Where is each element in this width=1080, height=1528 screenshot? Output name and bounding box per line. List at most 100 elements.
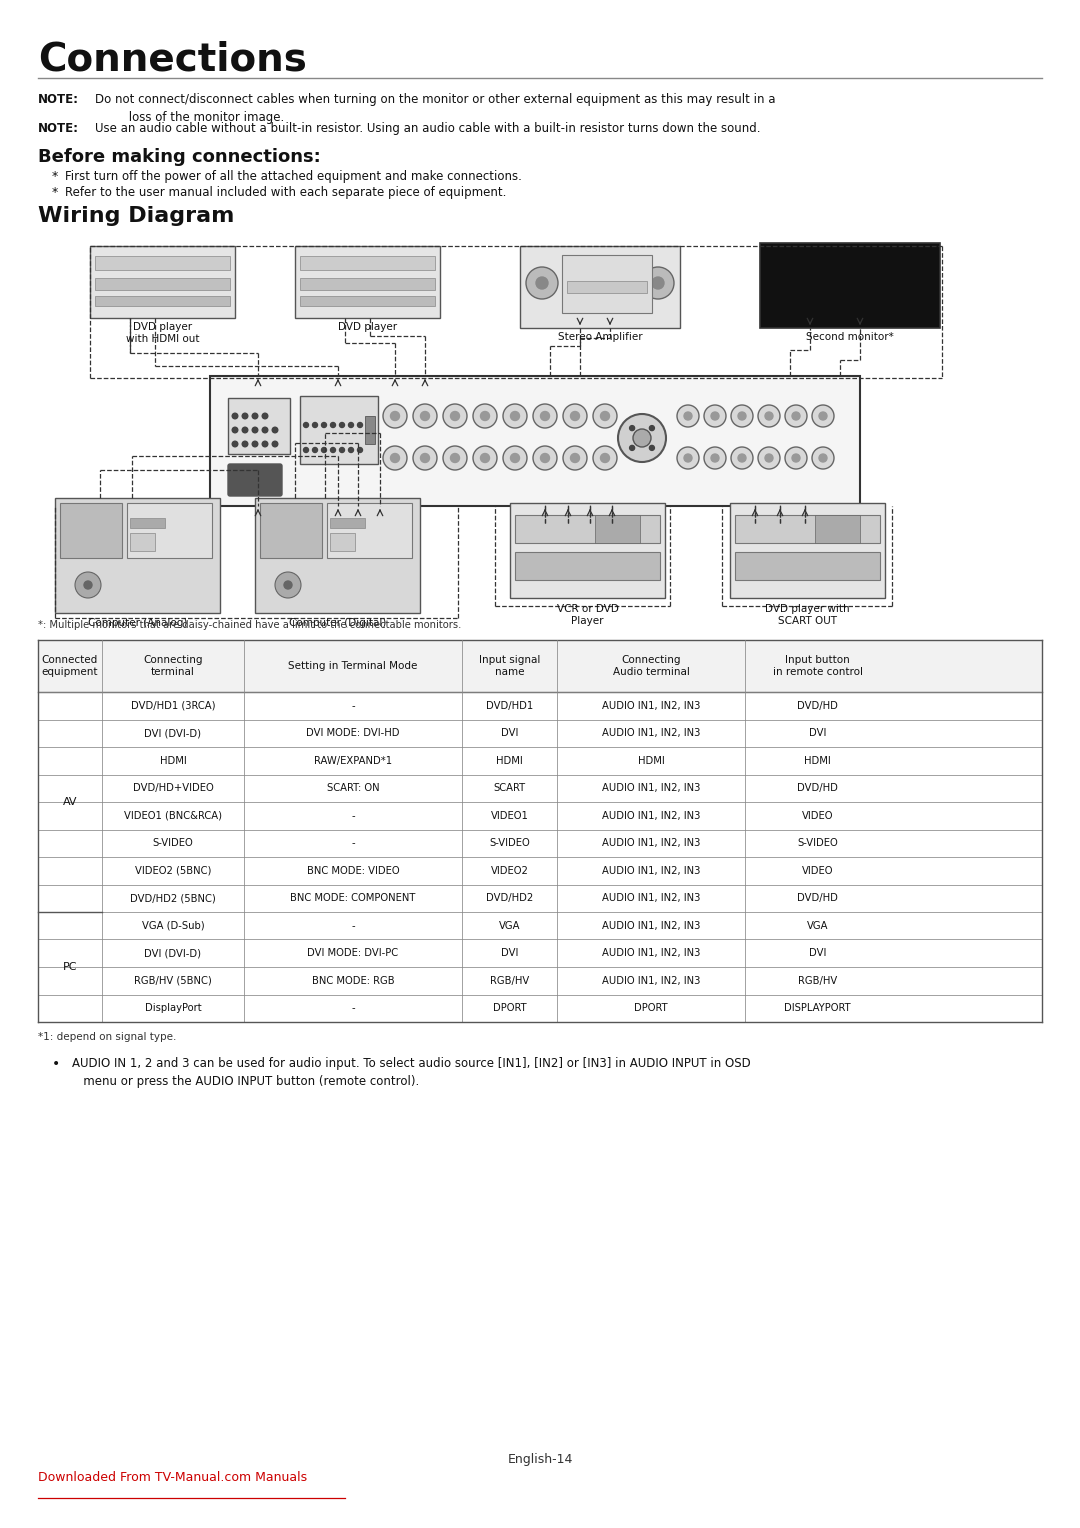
Text: BNC MODE: VIDEO: BNC MODE: VIDEO [307, 866, 400, 876]
Text: PC: PC [63, 963, 78, 972]
Text: Computer (Analog): Computer (Analog) [87, 617, 187, 628]
Text: Connections: Connections [38, 40, 307, 78]
Text: Stereo Amplifier: Stereo Amplifier [557, 332, 643, 342]
Bar [510, 503, 665, 597]
Text: S-VIDEO: S-VIDEO [152, 839, 193, 848]
Text: Refer to the user manual included with each separate piece of equipment.: Refer to the user manual included with e… [65, 186, 507, 199]
Bar [300, 257, 435, 270]
Text: AUDIO IN1, IN2, IN3: AUDIO IN1, IN2, IN3 [602, 894, 700, 903]
Circle shape [649, 426, 654, 431]
Circle shape [322, 448, 326, 452]
Circle shape [649, 445, 654, 451]
Text: VGA (D-Sub): VGA (D-Sub) [141, 921, 204, 931]
Bar [735, 515, 880, 542]
Circle shape [242, 413, 247, 419]
Text: Wiring Diagram: Wiring Diagram [38, 206, 234, 226]
Bar [210, 376, 860, 506]
Text: AUDIO IN1, IN2, IN3: AUDIO IN1, IN2, IN3 [602, 921, 700, 931]
Circle shape [357, 448, 363, 452]
Circle shape [443, 403, 467, 428]
Text: *1: depend on signal type.: *1: depend on signal type. [38, 1031, 176, 1042]
Circle shape [349, 423, 353, 428]
Text: VIDEO: VIDEO [801, 866, 834, 876]
Bar [730, 503, 885, 597]
Text: S-VIDEO: S-VIDEO [489, 839, 530, 848]
Circle shape [633, 429, 651, 448]
Text: RGB/HV: RGB/HV [490, 976, 529, 986]
Text: DVI: DVI [501, 949, 518, 958]
Text: DVD player with
SCART OUT: DVD player with SCART OUT [766, 604, 850, 626]
Circle shape [731, 448, 753, 469]
Text: DVD/HD2 (5BNC): DVD/HD2 (5BNC) [130, 894, 216, 903]
Circle shape [420, 454, 430, 463]
FancyBboxPatch shape [228, 465, 282, 497]
Text: DVD/HD1: DVD/HD1 [486, 701, 534, 711]
Bar [327, 503, 411, 558]
Circle shape [84, 581, 92, 588]
Text: -: - [351, 811, 355, 821]
Text: VGA: VGA [807, 921, 828, 931]
Text: VIDEO1: VIDEO1 [490, 811, 528, 821]
Circle shape [262, 442, 268, 446]
Circle shape [738, 413, 746, 420]
Circle shape [711, 413, 719, 420]
Text: -: - [351, 701, 355, 711]
Text: BNC MODE: RGB: BNC MODE: RGB [312, 976, 394, 986]
Circle shape [819, 413, 827, 420]
Circle shape [731, 405, 753, 426]
Text: NOTE:: NOTE: [38, 122, 79, 134]
Circle shape [677, 448, 699, 469]
Circle shape [534, 446, 557, 471]
Circle shape [630, 445, 635, 451]
Circle shape [511, 411, 519, 420]
Circle shape [242, 442, 247, 446]
Circle shape [391, 454, 400, 463]
Circle shape [511, 454, 519, 463]
Circle shape [330, 423, 336, 428]
Circle shape [391, 411, 400, 420]
Bar [55, 498, 220, 613]
Circle shape [563, 446, 588, 471]
Bar [260, 503, 322, 558]
Text: AUDIO IN1, IN2, IN3: AUDIO IN1, IN2, IN3 [602, 784, 700, 793]
Circle shape [272, 428, 278, 432]
Circle shape [75, 571, 102, 597]
Circle shape [272, 442, 278, 446]
Text: -: - [351, 1004, 355, 1013]
Bar [95, 296, 230, 306]
Text: Setting in Terminal Mode: Setting in Terminal Mode [288, 662, 418, 671]
Circle shape [570, 411, 580, 420]
Circle shape [232, 428, 238, 432]
Text: DPORT: DPORT [492, 1004, 526, 1013]
Circle shape [303, 448, 309, 452]
Circle shape [503, 446, 527, 471]
Text: DVD/HD1 (3RCA): DVD/HD1 (3RCA) [131, 701, 215, 711]
Circle shape [503, 403, 527, 428]
Bar [95, 257, 230, 270]
Text: VIDEO2: VIDEO2 [490, 866, 528, 876]
Text: DVI: DVI [809, 949, 826, 958]
Circle shape [450, 454, 459, 463]
Text: Downloaded From TV-Manual.com Manuals: Downloaded From TV-Manual.com Manuals [38, 1471, 307, 1484]
Circle shape [758, 405, 780, 426]
Circle shape [819, 454, 827, 461]
Text: Connected
equipment: Connected equipment [42, 656, 98, 677]
Circle shape [618, 414, 666, 461]
Text: Computer (Digital): Computer (Digital) [288, 617, 387, 628]
Text: *: Multiple monitors that are daisy-chained have a limit to the connectable moni: *: Multiple monitors that are daisy-chai… [38, 620, 461, 630]
Text: DPORT: DPORT [634, 1004, 667, 1013]
Circle shape [450, 411, 459, 420]
Text: BNC MODE: COMPONENT: BNC MODE: COMPONENT [291, 894, 416, 903]
Text: Do not connect/disconnect cables when turning on the monitor or other external e: Do not connect/disconnect cables when tu… [95, 93, 775, 124]
Circle shape [303, 423, 309, 428]
Text: RGB/HV: RGB/HV [798, 976, 837, 986]
Circle shape [253, 442, 258, 446]
Bar [130, 518, 165, 529]
Text: VCR or DVD
Player: VCR or DVD Player [556, 604, 619, 626]
Text: DVD/HD2: DVD/HD2 [486, 894, 534, 903]
Bar [735, 552, 880, 581]
Text: DISPLAYPORT: DISPLAYPORT [784, 1004, 851, 1013]
Circle shape [473, 446, 497, 471]
Circle shape [758, 448, 780, 469]
Bar [255, 498, 420, 613]
